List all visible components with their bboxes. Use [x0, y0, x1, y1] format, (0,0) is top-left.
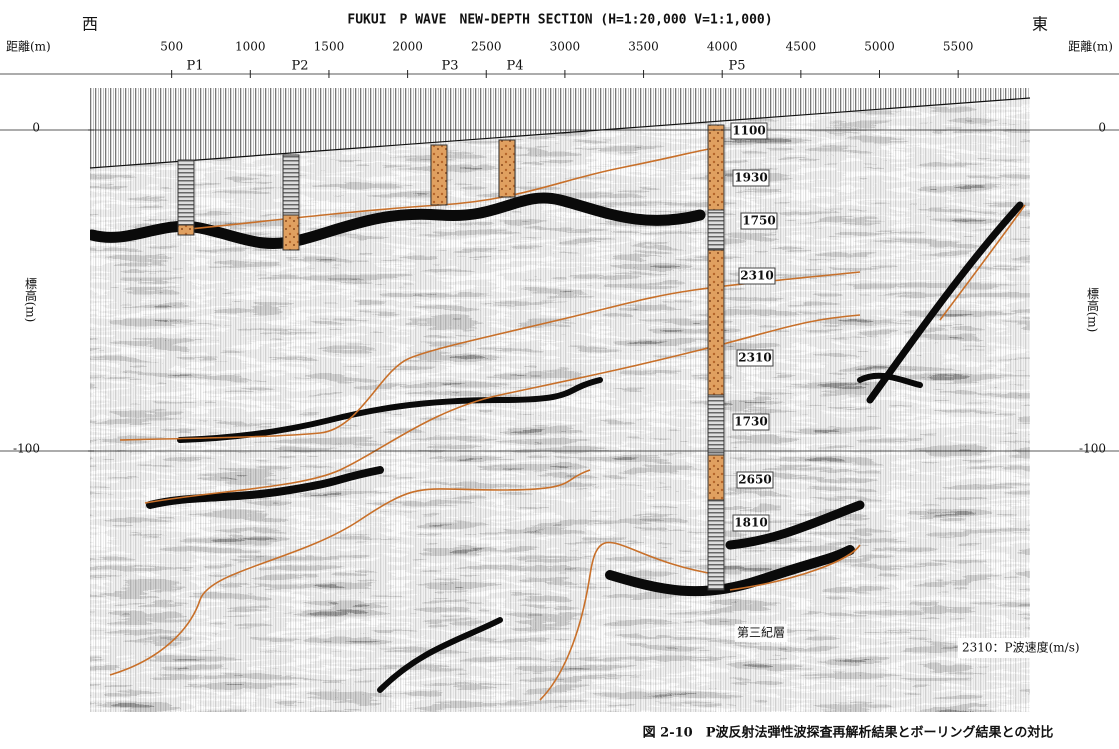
distance-tick-label: 5000: [864, 40, 895, 54]
borehole-labels: P1 P2 P3 P4 P5: [186, 59, 745, 74]
elevation-tick-label: 0: [1098, 121, 1106, 135]
borehole-label: P5: [728, 59, 745, 74]
distance-tick-label: 5500: [943, 40, 974, 54]
velocity: 1730: [734, 415, 767, 429]
velocity: 2310: [738, 351, 771, 365]
distance-label: 距離(m): [6, 40, 51, 54]
legend: 2310：P波速度(m/s): [962, 640, 1080, 655]
east: 東: [1032, 15, 1048, 34]
distance-tick-label: 500: [160, 40, 183, 54]
borehole-label: P1: [186, 59, 203, 74]
west: 西: [82, 15, 98, 34]
velocity-labels: 1100 1930 1750 2310 2310 1730 2650 1810: [730, 122, 778, 532]
elevation-tick-label: -100: [13, 442, 40, 456]
elevation-tick-label: 0: [32, 121, 40, 135]
distance-tick-label: 2500: [471, 40, 502, 54]
borehole-label: P3: [441, 59, 458, 74]
distance-tick-label: 3000: [550, 40, 581, 54]
distance-tick-label: 1500: [314, 40, 345, 54]
seismic-image: [89, 88, 1031, 712]
distance-tick-label: 4000: [707, 40, 738, 54]
velocity: 1750: [742, 214, 775, 228]
elevation-label: 標高(m): [1086, 287, 1100, 332]
formation-label: 第三紀層: [737, 626, 785, 640]
distance-tick-label: 2000: [392, 40, 423, 54]
borehole-label: P2: [291, 59, 308, 74]
boreholes: [177, 124, 725, 591]
borehole-label: P4: [506, 59, 523, 74]
velocity: 2310: [740, 269, 773, 283]
elevation-tick-label: -100: [1079, 442, 1106, 456]
velocity: 2650: [738, 473, 771, 487]
title: FUKUI P WAVE NEW-DEPTH SECTION (H=1:20,0…: [347, 13, 772, 28]
distance-tick-label: 4500: [786, 40, 817, 54]
distance-tick-label: 1000: [235, 40, 266, 54]
distance-tick-label: 3500: [628, 40, 659, 54]
caption: 図 2-10 P波反射法弾性波探査再解析結果とボーリング結果との対比: [643, 725, 1054, 741]
velocity: 1930: [734, 171, 767, 185]
velocity: 1100: [732, 124, 765, 138]
velocity: 1810: [734, 516, 767, 530]
distance-label: 距離(m): [1068, 40, 1113, 54]
elevation-label: 標高(m): [24, 277, 38, 322]
